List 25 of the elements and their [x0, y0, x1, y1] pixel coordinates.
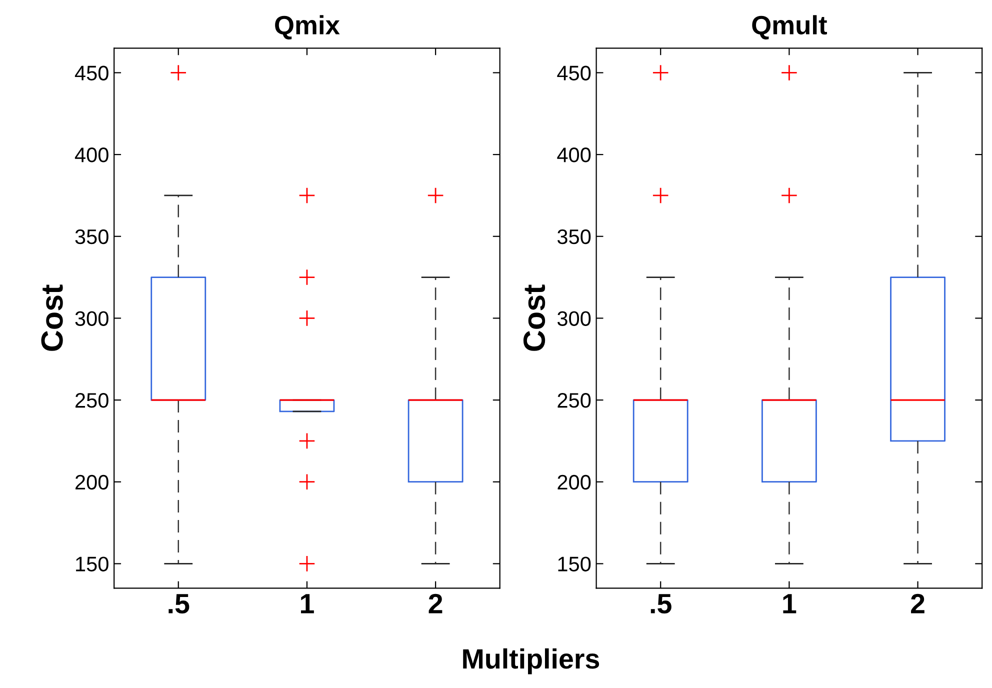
x-tick-label: 1 — [783, 594, 796, 614]
y-tick-label: 450 — [74, 66, 108, 80]
y-tick-label: 400 — [557, 148, 591, 162]
x-tick-label: .5 — [650, 594, 672, 614]
y-tick-label: 200 — [558, 474, 591, 490]
y-tick-label: 150 — [76, 556, 108, 572]
y-tick-label: 450 — [557, 66, 591, 80]
y-tick-label: 350 — [75, 229, 108, 244]
chart-title: Qmult — [752, 15, 827, 40]
y-axis-title: Cost — [523, 284, 546, 351]
x-tick-label: .5 — [168, 594, 190, 614]
x-axis-title: Multipliers — [463, 648, 600, 674]
y-tick-label: 200 — [76, 474, 108, 490]
y-tick-label: 300 — [75, 311, 108, 326]
y-axis-title: Cost — [41, 284, 63, 351]
x-tick-label: 2 — [911, 594, 924, 614]
chart-title: Qmix — [275, 15, 340, 40]
y-tick-label: 300 — [557, 311, 591, 326]
y-tick-label: 150 — [558, 556, 591, 572]
y-tick-label: 250 — [558, 393, 591, 408]
x-tick-label: 2 — [428, 594, 442, 614]
y-tick-label: 400 — [74, 148, 108, 162]
x-tick-label: 1 — [300, 594, 314, 614]
y-tick-label: 250 — [76, 393, 108, 408]
y-tick-label: 350 — [557, 229, 591, 244]
